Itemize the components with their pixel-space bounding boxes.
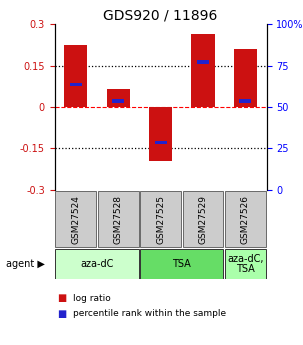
Bar <box>112 99 124 103</box>
Text: aza-dC,
TSA: aza-dC, TSA <box>227 254 264 274</box>
Bar <box>155 141 167 144</box>
Bar <box>70 83 82 86</box>
Bar <box>225 249 266 279</box>
Text: GSM27528: GSM27528 <box>114 195 123 244</box>
Bar <box>183 191 223 247</box>
Bar <box>191 34 215 107</box>
Text: GSM27529: GSM27529 <box>198 195 208 244</box>
Bar <box>98 191 138 247</box>
Text: log ratio: log ratio <box>73 294 111 303</box>
Bar <box>149 107 172 161</box>
Text: aza-dC: aza-dC <box>80 259 114 269</box>
Text: percentile rank within the sample: percentile rank within the sample <box>73 309 226 318</box>
Text: ■: ■ <box>58 294 67 303</box>
Text: TSA: TSA <box>172 259 191 269</box>
Text: GSM27526: GSM27526 <box>241 195 250 244</box>
Bar <box>140 191 181 247</box>
Bar <box>197 60 209 64</box>
Text: GSM27524: GSM27524 <box>71 195 80 244</box>
Bar <box>107 89 130 107</box>
Title: GDS920 / 11896: GDS920 / 11896 <box>103 9 218 23</box>
Bar <box>55 249 138 279</box>
Bar <box>140 249 223 279</box>
Text: agent ▶: agent ▶ <box>6 259 45 269</box>
Text: GSM27525: GSM27525 <box>156 195 165 244</box>
Text: ■: ■ <box>58 309 67 319</box>
Bar <box>225 191 266 247</box>
Bar <box>239 99 251 103</box>
Bar <box>55 191 96 247</box>
Bar <box>64 45 87 107</box>
Bar <box>234 49 257 107</box>
